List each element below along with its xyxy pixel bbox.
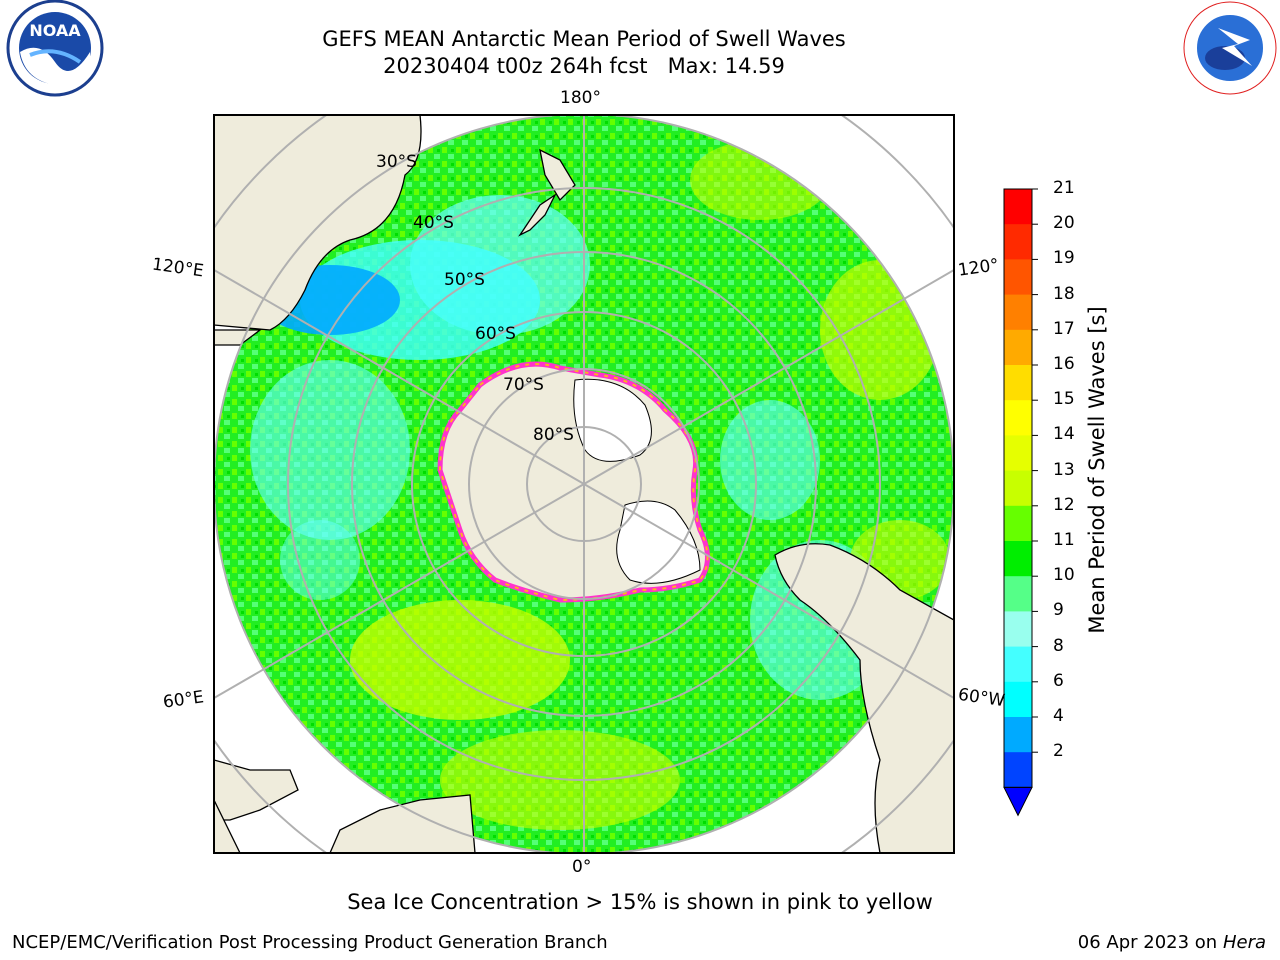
colorbar-segment (1004, 576, 1032, 612)
colorbar-tick-label: 2 (1053, 741, 1064, 762)
lat-label-40s: 40°S (413, 213, 454, 233)
new-zealand-south (518, 193, 557, 237)
colorbar-segment (1004, 752, 1032, 788)
colorbar-segment (1004, 470, 1032, 507)
colorbar-segment (1004, 646, 1032, 683)
lat-label-70s: 70°S (503, 375, 544, 395)
lat-label-30s: 30°S (376, 152, 417, 172)
colorbar-outline (1003, 188, 1033, 788)
noaa-logo-text: NOAA (29, 21, 81, 40)
noaa-logo: NOAA (6, 0, 104, 97)
colorbar-under-triangle (1003, 786, 1033, 817)
colorbar-tick-label: 10 (1053, 565, 1075, 586)
footer-date-text: 06 Apr 2023 on (1077, 932, 1223, 953)
ross-ice-shelf (573, 378, 652, 462)
nws-logo (1183, 1, 1277, 95)
colorbar-tick-label: 12 (1053, 494, 1075, 515)
footer-producer: NCEP/EMC/Verification Post Processing Pr… (12, 932, 608, 953)
colorbar-tick-label: 14 (1053, 424, 1075, 445)
colorbar-tick-label: 11 (1053, 530, 1075, 550)
colorbar-segment (1004, 717, 1032, 753)
colorbar-label: Mean Period of Swell Waves [s] (1085, 306, 1109, 634)
colorbar-segment (1004, 681, 1032, 718)
colorbar-segment (1004, 400, 1032, 436)
colorbar-tick-label: 16 (1053, 354, 1075, 374)
colorbar-tick-label: 6 (1053, 670, 1064, 691)
colorbar-segment (1004, 611, 1032, 648)
footer-machine: Hera (1222, 932, 1266, 953)
lon-label-180: 180° (560, 88, 601, 108)
footer-date: 06 Apr 2023 on Hera (1078, 932, 1266, 953)
australia-land (214, 115, 422, 331)
graticule (214, 115, 954, 853)
africa-land (329, 794, 476, 853)
colorbar-tick-label: 15 (1053, 389, 1075, 410)
colorbar-segment (1004, 259, 1032, 296)
lat-label-50s: 50°S (444, 270, 485, 290)
colorbar-segment (1004, 294, 1032, 331)
colorbar-segment (1004, 224, 1032, 260)
colorbar-tick-label: 8 (1053, 635, 1064, 656)
colorbar-tick-label: 20 (1053, 213, 1075, 234)
colorbar-tick-label: 4 (1053, 706, 1064, 726)
colorbar-tick-label: 9 (1053, 600, 1064, 621)
south-america-land (774, 543, 954, 853)
lon-label-0: 0° (572, 857, 592, 877)
lat-label-80s: 80°S (533, 425, 574, 445)
chart-title: GEFS MEAN Antarctic Mean Period of Swell… (322, 27, 846, 51)
colorbar-tick-label: 17 (1053, 318, 1075, 339)
colorbar-segment (1004, 189, 1032, 225)
colorbar-segment (1004, 541, 1032, 577)
sea-ice-note: Sea Ice Concentration > 15% is shown in … (347, 890, 933, 914)
colorbar-segment (1004, 505, 1032, 542)
map-frame (213, 114, 955, 854)
antarctica (437, 361, 710, 603)
map-content (214, 115, 954, 853)
continents (214, 115, 954, 853)
colorbar-tick-label: 13 (1053, 459, 1075, 480)
chart-subtitle: 20230404 t00z 264h fcst Max: 14.59 (383, 54, 785, 78)
colorbar-segment (1004, 365, 1032, 401)
colorbar-tick-label: 21 (1053, 178, 1075, 198)
weddell-ice-shelf (616, 500, 701, 584)
colorbar-tick-label: 19 (1053, 248, 1075, 269)
lat-label-60s: 60°S (475, 324, 516, 344)
colorbar-segment (1004, 329, 1032, 366)
colorbar (1003, 188, 1038, 817)
new-zealand-north (539, 148, 576, 202)
colorbar-segment (1004, 435, 1032, 472)
colorbar-tick-label: 18 (1053, 283, 1075, 304)
